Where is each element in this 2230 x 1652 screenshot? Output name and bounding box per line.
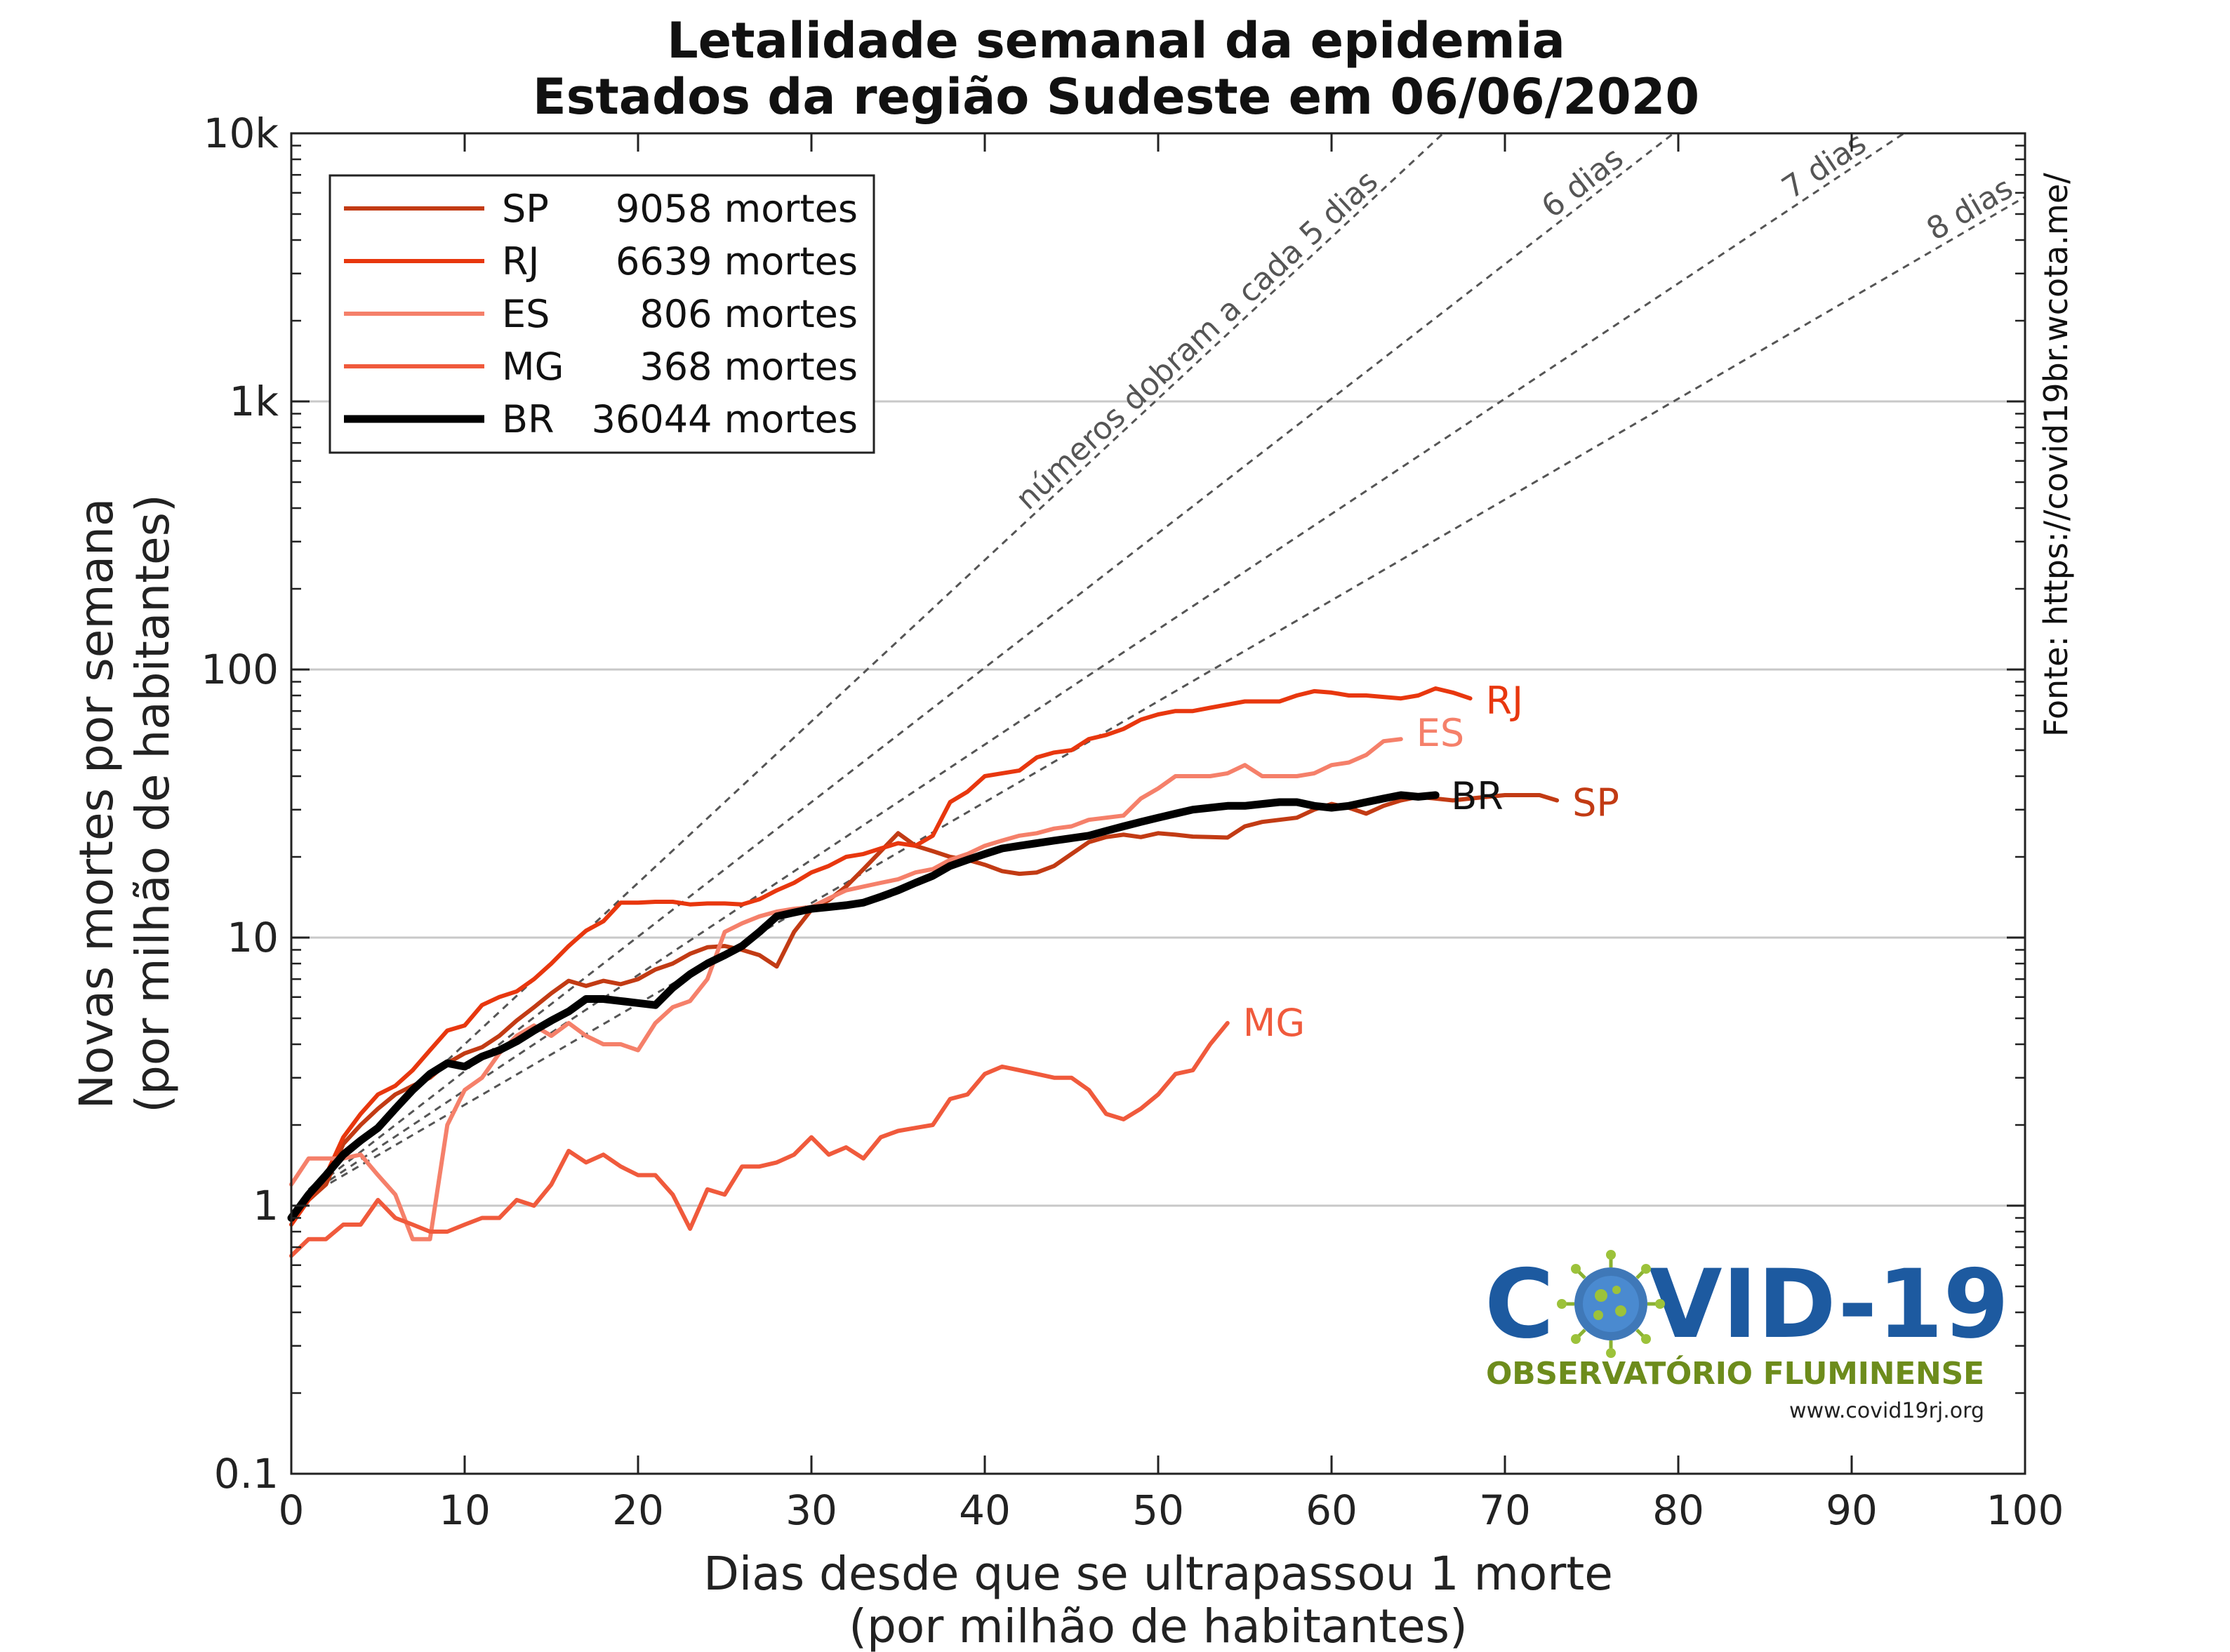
x-tick-label: 80 xyxy=(1652,1486,1704,1534)
logo-subtitle: OBSERVATÓRIO FLUMINENSE xyxy=(1486,1354,1984,1392)
virus-icon xyxy=(1557,1250,1665,1358)
legend-name-mg: MG xyxy=(502,345,564,389)
y-axis-label-line-1: Novas mortes por semana xyxy=(69,498,124,1110)
y-tick-label: 100 xyxy=(201,646,279,693)
guide-line xyxy=(307,132,1905,1195)
guide-line xyxy=(307,196,2026,1197)
end-label-rj: RJ xyxy=(1486,679,1523,723)
legend-name-br: BR xyxy=(502,397,555,441)
x-tick-label: 10 xyxy=(439,1486,491,1534)
logo-rest: VID-19 xyxy=(1649,1249,2009,1359)
covid19-logo: C VID-19 OBSERVATÓRIO FLUMINENSE www xyxy=(1485,1249,2009,1423)
logo-title: C VID-19 xyxy=(1485,1249,2009,1359)
series-lines xyxy=(287,686,1560,1258)
x-tick-label: 30 xyxy=(785,1486,837,1534)
series-end-labels: SP RJ ES MG BR xyxy=(1243,679,1619,1045)
legend-count-br: 36044 mortes xyxy=(592,397,858,441)
x-tick-label: 20 xyxy=(612,1486,664,1534)
end-label-br: BR xyxy=(1451,774,1504,818)
y-axis-label-line-2: (por milhão de habitantes) xyxy=(126,494,180,1113)
y-tick-label: 1 xyxy=(253,1182,279,1230)
x-tick-label: 60 xyxy=(1306,1486,1358,1534)
legend-name-es: ES xyxy=(502,292,550,336)
end-label-mg: MG xyxy=(1243,1001,1305,1045)
series-line-br xyxy=(287,791,1440,1222)
end-label-sp: SP xyxy=(1572,780,1619,825)
chart-title-line-1: Letalidade semanal da epidemia xyxy=(667,12,1565,69)
legend-count-sp: 9058 mortes xyxy=(616,187,858,231)
x-tick-label: 70 xyxy=(1479,1486,1531,1534)
x-axis-label-line-1: Dias desde que se ultrapassou 1 morte xyxy=(703,1547,1613,1601)
y-tick-label: 0.1 xyxy=(214,1450,279,1498)
x-tick-label: 100 xyxy=(1986,1486,2064,1534)
series-line-rj xyxy=(289,686,1473,1227)
y-tick-label: 1k xyxy=(230,378,279,425)
chart-title-line-2: Estados da região Sudeste em 06/06/2020 xyxy=(533,68,1699,126)
legend-count-es: 806 mortes xyxy=(639,292,858,336)
axis-ticks: 0.1 1 10 100 1k 10k 0 10 20 30 40 50 60 70 80 90 100 xyxy=(201,109,2064,1534)
legend-name-rj: RJ xyxy=(502,239,539,284)
logo-c: C xyxy=(1485,1249,1554,1359)
legend-count-rj: 6639 mortes xyxy=(616,239,858,284)
source-text: Fonte: https://covid19br.wcota.me/ xyxy=(2037,173,2075,737)
y-tick-label: 10 xyxy=(227,914,279,961)
y-tick-label: 10k xyxy=(204,109,279,157)
legend: SP 9058 mortes RJ 6639 mortes ES 806 mortes MG… xyxy=(328,174,875,454)
legend-name-sp: SP xyxy=(502,187,549,231)
x-tick-label: 40 xyxy=(959,1486,1011,1534)
guide-line xyxy=(307,132,1445,1191)
legend-count-mg: 368 mortes xyxy=(639,345,858,389)
x-tick-label: 90 xyxy=(1826,1486,1878,1534)
x-tick-label: 50 xyxy=(1132,1486,1184,1534)
series-line-es xyxy=(289,737,1403,1241)
end-label-es: ES xyxy=(1416,711,1464,755)
x-tick-label: 0 xyxy=(279,1486,305,1534)
logo-url: www.covid19rj.org xyxy=(1789,1399,1984,1423)
guide-line xyxy=(307,132,1675,1194)
series-line-mg xyxy=(289,1020,1230,1258)
x-axis-label-line-2: (por milhão de habitantes) xyxy=(849,1599,1468,1652)
